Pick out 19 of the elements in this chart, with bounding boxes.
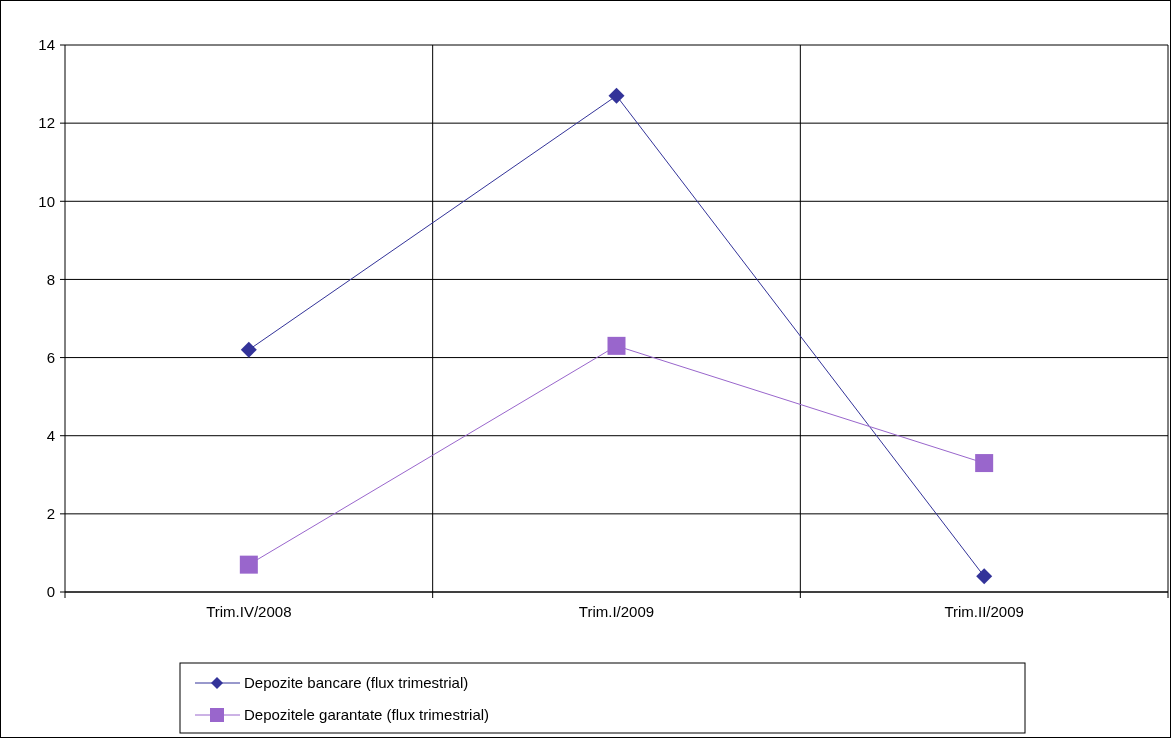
y-tick-label: 12 xyxy=(38,114,55,132)
point xyxy=(240,341,257,358)
x-tick-label: Trim.I/2009 xyxy=(578,603,655,620)
y-tick-label: 10 xyxy=(38,192,55,210)
point xyxy=(976,568,993,585)
y-tick-label: 4 xyxy=(46,426,55,444)
x-tick-label: Trim.IV/2008 xyxy=(206,603,292,620)
y-tick-label: 6 xyxy=(46,348,55,366)
point xyxy=(608,87,625,104)
legend-label: Depozite bancare (flux trimestrial) xyxy=(244,674,469,692)
y-tick-label: 8 xyxy=(46,270,55,288)
y-tick-label: 0 xyxy=(46,583,55,601)
x-tick-label: Trim.II/2009 xyxy=(944,603,1024,620)
y-tick-label: 14 xyxy=(38,36,55,54)
point xyxy=(239,555,258,574)
y-tick-label: 2 xyxy=(46,505,55,523)
point xyxy=(975,454,994,473)
legend-label: Depozitele garantate (flux trimestrial) xyxy=(244,706,490,724)
point xyxy=(607,336,626,355)
